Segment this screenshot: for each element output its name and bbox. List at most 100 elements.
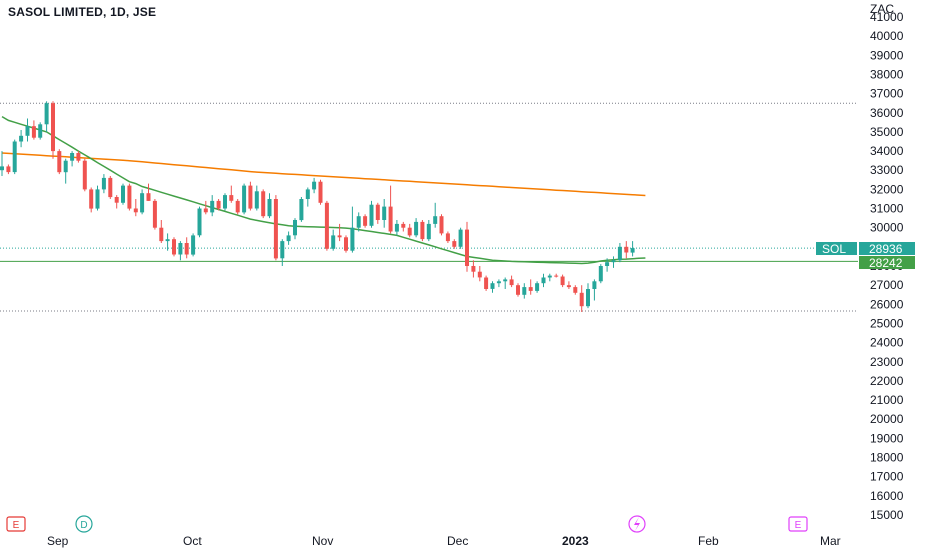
candle-body[interactable] <box>216 200 221 209</box>
candle-body[interactable] <box>624 246 629 253</box>
candle-body[interactable] <box>605 262 610 266</box>
candle-body[interactable] <box>76 153 81 161</box>
candle-body[interactable] <box>433 216 438 224</box>
candle-body[interactable] <box>426 223 431 240</box>
candle-body[interactable] <box>554 275 559 277</box>
candle-body[interactable] <box>203 208 208 213</box>
candle-body[interactable] <box>522 287 527 295</box>
candles-group[interactable] <box>0 101 635 312</box>
candle-body[interactable] <box>210 200 215 213</box>
candle-body[interactable] <box>38 124 43 138</box>
candle-body[interactable] <box>579 292 584 307</box>
candle-body[interactable] <box>407 227 412 236</box>
candle-body[interactable] <box>57 151 62 173</box>
candle-body[interactable] <box>356 216 361 228</box>
candle-body[interactable] <box>477 271 482 278</box>
candle-body[interactable] <box>191 235 196 255</box>
candle-body[interactable] <box>172 239 176 255</box>
candle-body[interactable] <box>382 206 387 220</box>
candle-body[interactable] <box>344 237 348 251</box>
candle-body[interactable] <box>465 229 469 266</box>
candle-body[interactable] <box>159 227 164 242</box>
candle-body[interactable] <box>592 281 597 289</box>
candle-body[interactable] <box>12 141 17 173</box>
candle-body[interactable] <box>299 199 304 221</box>
candle-body[interactable] <box>337 235 342 238</box>
candle-body[interactable] <box>280 241 285 259</box>
earnings-marker[interactable]: E <box>788 516 808 532</box>
candle-body[interactable] <box>254 191 259 209</box>
candle-body[interactable] <box>51 103 55 152</box>
candle-body[interactable] <box>108 177 113 198</box>
candle-body[interactable] <box>547 275 552 278</box>
candle-body[interactable] <box>350 227 355 251</box>
candle-body[interactable] <box>140 193 145 213</box>
candle-body[interactable] <box>509 279 514 286</box>
candle-body[interactable] <box>63 160 68 173</box>
candle-body[interactable] <box>535 283 540 291</box>
candle-body[interactable] <box>617 246 622 261</box>
candle-body[interactable] <box>363 216 368 226</box>
candle-body[interactable] <box>25 126 30 136</box>
candle-body[interactable] <box>293 220 297 236</box>
candle-body[interactable] <box>152 200 157 228</box>
candle-body[interactable] <box>496 281 501 284</box>
candle-body[interactable] <box>490 283 495 289</box>
price-axis[interactable]: ZAC 15000 16000 17000 18000 19000 20000 21000 2… <box>870 2 904 522</box>
candle-body[interactable] <box>503 279 508 282</box>
candle-body[interactable] <box>229 195 234 201</box>
candle-body[interactable] <box>6 166 11 173</box>
candle-body[interactable] <box>114 197 119 203</box>
candle-body[interactable] <box>165 239 170 242</box>
candle-body[interactable] <box>414 221 419 236</box>
candle-body[interactable] <box>630 248 635 253</box>
candle-body[interactable] <box>439 216 444 234</box>
candle-body[interactable] <box>484 277 489 290</box>
candle-body[interactable] <box>598 266 603 282</box>
candle-body[interactable] <box>127 185 132 209</box>
candle-body[interactable] <box>44 103 49 125</box>
candle-body[interactable] <box>223 195 227 209</box>
candle-body[interactable] <box>235 200 240 213</box>
time-axis[interactable]: Sep Oct Nov Dec 2023 Feb Mar <box>47 534 841 548</box>
candle-body[interactable] <box>70 153 75 161</box>
candle-body[interactable] <box>573 287 578 293</box>
candle-body[interactable] <box>611 260 616 263</box>
candle-body[interactable] <box>286 235 291 242</box>
earnings-marker[interactable]: E <box>6 516 26 532</box>
candle-body[interactable] <box>318 181 323 203</box>
candle-body[interactable] <box>516 285 520 295</box>
candle-body[interactable] <box>541 277 546 284</box>
candle-body[interactable] <box>95 189 100 209</box>
candle-body[interactable] <box>178 243 183 255</box>
candle-body[interactable] <box>267 199 272 217</box>
candle-body[interactable] <box>184 243 189 255</box>
candle-body[interactable] <box>324 202 329 249</box>
candle-body[interactable] <box>101 177 106 190</box>
candle-body[interactable] <box>369 204 374 226</box>
candle-body[interactable] <box>331 235 336 249</box>
candle-body[interactable] <box>528 287 533 291</box>
candle-body[interactable] <box>586 289 590 307</box>
candle-body[interactable] <box>401 223 406 228</box>
candle-body[interactable] <box>31 126 36 138</box>
candle-body[interactable] <box>197 208 202 236</box>
candle-body[interactable] <box>312 181 317 190</box>
candle-body[interactable] <box>133 208 138 213</box>
candle-body[interactable] <box>305 189 310 199</box>
candle-body[interactable] <box>146 193 151 201</box>
candle-body[interactable] <box>471 266 476 272</box>
candle-body[interactable] <box>248 185 253 209</box>
candle-body[interactable] <box>121 185 125 203</box>
candle-body[interactable] <box>394 223 399 232</box>
candle-body[interactable] <box>261 191 266 217</box>
candle-body[interactable] <box>452 241 457 247</box>
candle-body[interactable] <box>82 160 87 190</box>
candle-body[interactable] <box>560 276 565 286</box>
candle-body[interactable] <box>273 199 278 259</box>
candle-body[interactable] <box>0 166 4 171</box>
dividend-lightning-marker[interactable] <box>628 515 646 533</box>
candle-body[interactable] <box>375 204 380 220</box>
